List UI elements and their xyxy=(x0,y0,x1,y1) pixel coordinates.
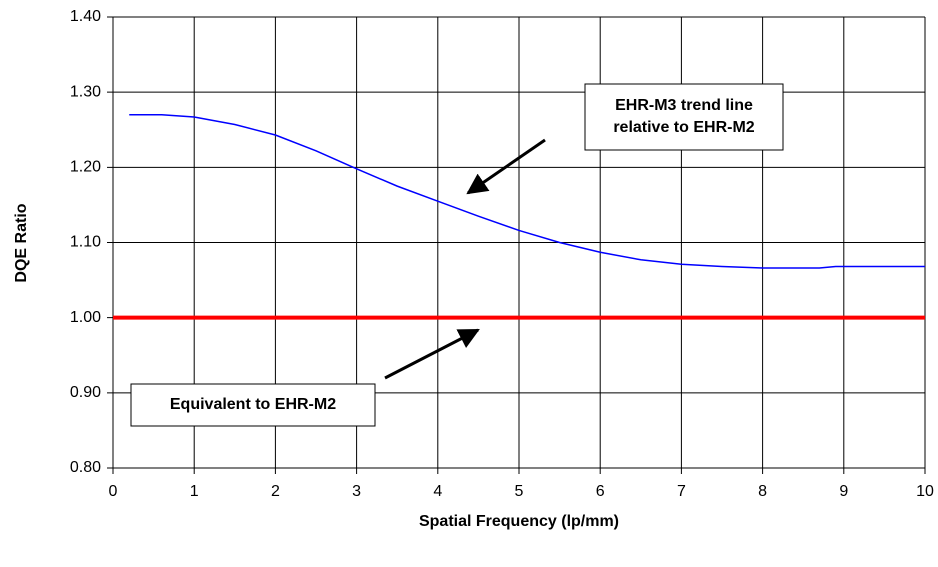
x-tick-label: 3 xyxy=(352,483,361,500)
annotation-box xyxy=(584,83,784,151)
y-tick-label: 1.10 xyxy=(70,234,101,251)
y-tick-label: 1.30 xyxy=(70,83,101,100)
y-tick-label: 1.20 xyxy=(70,159,101,176)
annotation-text: EHR-M3 trend line xyxy=(615,97,753,114)
annotation-arrow xyxy=(384,328,480,380)
x-tick-label: 4 xyxy=(433,483,442,500)
y-tick-label: 0.90 xyxy=(70,384,101,401)
x-axis-label: Spatial Frequency (lp/mm) xyxy=(419,513,619,530)
y-axis-label: DQE Ratio xyxy=(13,203,30,282)
x-tick-label: 6 xyxy=(596,483,605,500)
y-tick-label: 1.00 xyxy=(70,309,101,326)
x-tick-label: 2 xyxy=(271,483,280,500)
annotation-text: relative to EHR-M2 xyxy=(613,119,754,136)
x-tick-label: 1 xyxy=(190,483,199,500)
data-line xyxy=(129,113,925,269)
x-tick-label: 7 xyxy=(677,483,686,500)
y-tick-label: 0.80 xyxy=(70,459,101,476)
x-tick-label: 8 xyxy=(758,483,767,500)
annotation-arrow xyxy=(466,138,546,195)
annotation-box xyxy=(130,383,376,427)
x-tick-label: 9 xyxy=(839,483,848,500)
x-tick-label: 5 xyxy=(515,483,524,500)
x-tick-label: 0 xyxy=(109,483,118,500)
x-tick-label: 10 xyxy=(916,483,934,500)
y-tick-label: 1.40 xyxy=(70,8,101,25)
annotation-text: Equivalent to EHR-M2 xyxy=(170,396,336,413)
